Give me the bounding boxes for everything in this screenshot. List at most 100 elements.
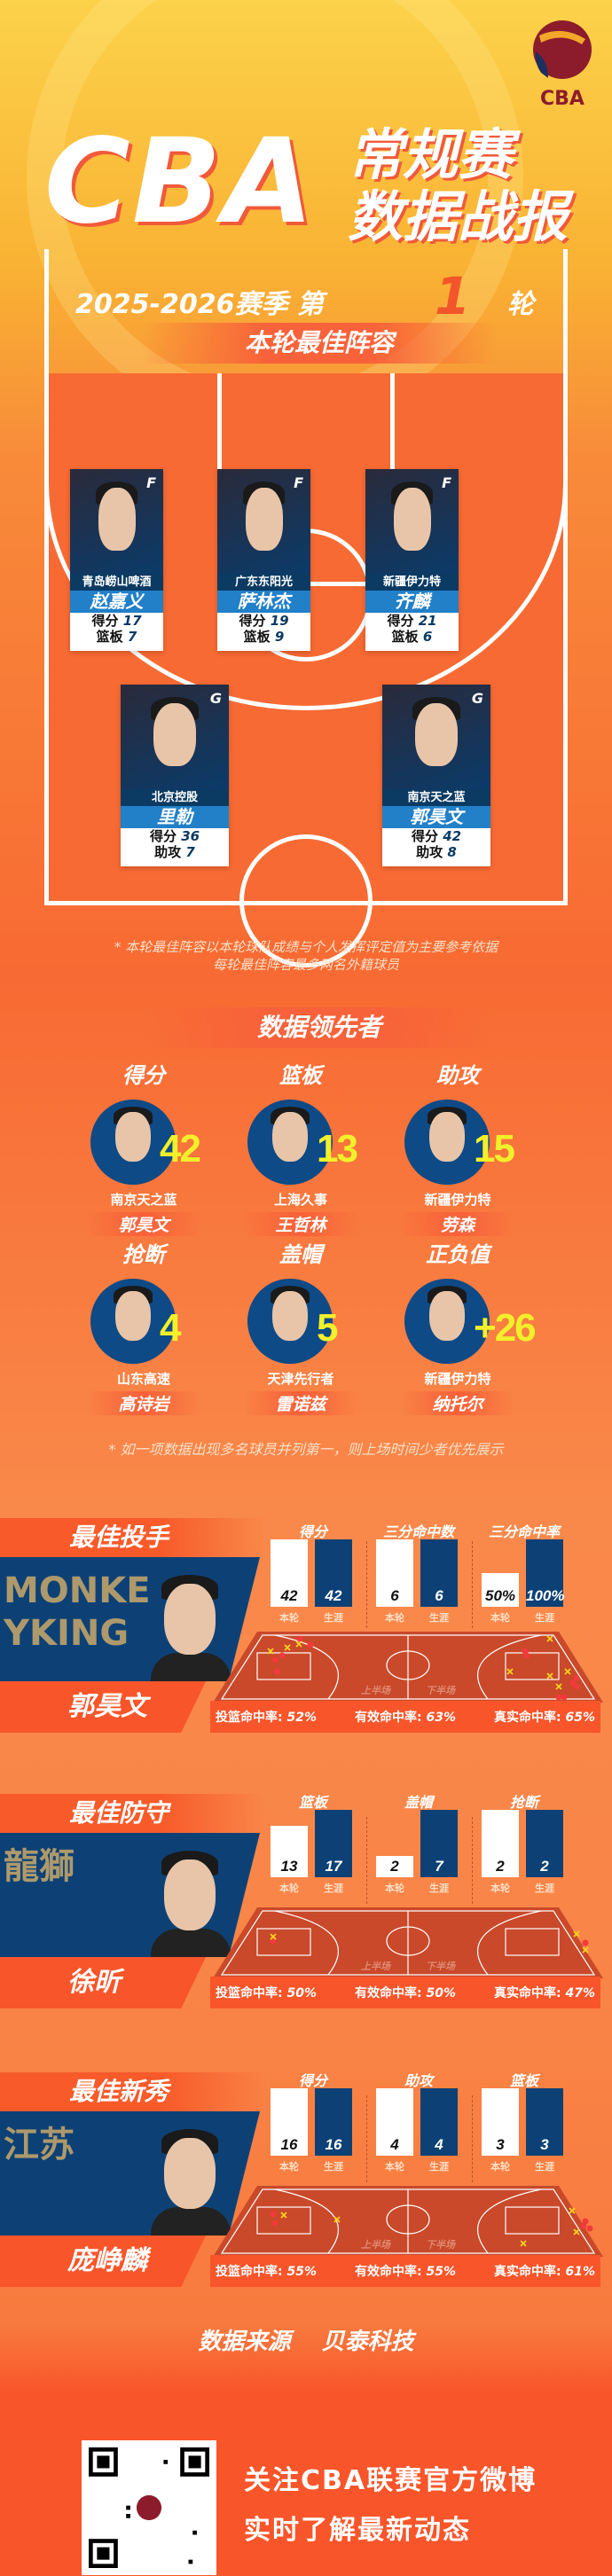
award-player-name: 庞峥麟 bbox=[0, 2235, 206, 2287]
player-face bbox=[393, 488, 431, 552]
stat-divider bbox=[472, 2095, 473, 2182]
player-body bbox=[151, 1929, 231, 1957]
shot-chart: 上半场 下半场 bbox=[213, 2186, 603, 2257]
award-title: 最佳防守 bbox=[0, 1794, 266, 1833]
court-three-left bbox=[274, 1634, 339, 1700]
stat-value: 19 bbox=[270, 613, 289, 629]
stat-ts-value: 61% bbox=[565, 2265, 595, 2279]
data-source: 数据来源 贝泰科技 bbox=[0, 2323, 612, 2356]
player-name: 里勒 bbox=[121, 806, 229, 828]
leader-category: 篮板 bbox=[279, 1063, 322, 1088]
leader-item: 盖帽 5 天津先行者 雷诺兹 bbox=[212, 1237, 389, 1415]
shot-made-marker bbox=[573, 1683, 580, 1690]
lineup-player-card[interactable]: G 北京控股 里勒 得分 36 助攻 7 bbox=[121, 685, 229, 866]
stat-label: 得分 bbox=[91, 613, 119, 629]
shot-missed-marker bbox=[564, 1668, 571, 1675]
award-player-name: 徐昕 bbox=[0, 1957, 206, 2008]
court-lane-right bbox=[505, 2206, 560, 2235]
stat-label: 得分 bbox=[239, 613, 266, 629]
lineup-note-line1: * 本轮最佳阵容以本轮球队成绩与个人发挥评定值为主要参考依据 bbox=[114, 939, 498, 955]
player-photo: G bbox=[382, 685, 490, 789]
shot-made-marker bbox=[279, 1652, 286, 1659]
court-boundary bbox=[220, 1634, 596, 1700]
player-stat: 得分 42 bbox=[382, 829, 490, 844]
leader-item: 正负值 +26 新疆伊力特 纳托尔 bbox=[369, 1237, 546, 1415]
stat-group-label: 篮板 bbox=[298, 1794, 327, 1811]
shot-made-marker bbox=[273, 1668, 280, 1675]
bar-round: 16 bbox=[271, 2088, 308, 2156]
avatar-face bbox=[115, 1112, 151, 1162]
bar-round: 42 bbox=[271, 1539, 308, 1607]
bar-label-career: 生涯 bbox=[429, 2161, 449, 2173]
avatar-face bbox=[272, 1112, 308, 1162]
weibo-qr-code[interactable] bbox=[82, 2440, 216, 2575]
leader-value: 42 bbox=[160, 1127, 201, 1171]
player-team: 青岛崂山啤酒 bbox=[70, 574, 163, 591]
leader-item: 得分 42 南京天之蓝 郭昊文 bbox=[55, 1058, 232, 1236]
player-stat: 篮板 7 bbox=[70, 630, 163, 645]
player-body bbox=[151, 2207, 231, 2235]
stat-ts-label: 真实命中率: bbox=[494, 2265, 561, 2279]
court-label-second_half: 下半场 bbox=[426, 2239, 457, 2251]
player-team: 北京控股 bbox=[121, 789, 229, 806]
stat-label: 得分 bbox=[149, 828, 177, 844]
stat-group: 盖帽 2 本轮 7 生涯 bbox=[376, 1789, 461, 1900]
stat-value: 7 bbox=[185, 844, 195, 860]
stat-ts: 真实命中率: 61% bbox=[494, 2262, 595, 2280]
shot-missed-marker bbox=[284, 1644, 291, 1651]
bar-label-round: 本轮 bbox=[279, 1883, 299, 1894]
bar-career: 2 bbox=[526, 1810, 563, 1877]
stat-ts: 真实命中率: 47% bbox=[494, 1984, 595, 2001]
svg-text:CBA: CBA bbox=[540, 88, 585, 110]
lineup-player-card[interactable]: G 南京天之蓝 郭昊文 得分 42 助攻 8 bbox=[382, 685, 490, 866]
court-label-second_half: 下半场 bbox=[426, 1685, 457, 1696]
bar-label-round: 本轮 bbox=[490, 1612, 510, 1624]
avatar-face bbox=[115, 1291, 151, 1341]
bar-career: 42 bbox=[315, 1539, 352, 1607]
stat-group-label: 三分命中数 bbox=[382, 1523, 454, 1540]
shooting-stats: 投篮命中率: 52% 有效命中率: 63% 真实命中率: 65% bbox=[210, 1701, 600, 1733]
shot-missed-marker bbox=[520, 2240, 527, 2247]
leaders-note: * 如一项数据出现多名球员并列第一，则上场时间少者优先展示 bbox=[108, 1441, 504, 1458]
stat-fg-label: 投篮命中率: bbox=[216, 2265, 283, 2279]
stat-value: 42 bbox=[443, 828, 462, 844]
stat-group-label: 得分 bbox=[298, 1523, 327, 1540]
bar-value-round: 2 bbox=[390, 1858, 399, 1875]
stat-efg-value: 55% bbox=[426, 2265, 456, 2279]
bar-label-round: 本轮 bbox=[490, 1883, 510, 1894]
bar-value-round: 3 bbox=[496, 2136, 505, 2153]
bar-value-career: 3 bbox=[540, 2136, 549, 2153]
stat-ts-label: 真实命中率: bbox=[494, 1711, 561, 1725]
bar-value-round: 16 bbox=[280, 2136, 298, 2153]
lineup-player-card[interactable]: F 广东东阳光 萨林杰 得分 19 篮板 9 bbox=[217, 469, 310, 651]
stat-divider bbox=[366, 1817, 367, 1904]
player-stat: 得分 36 bbox=[121, 829, 229, 844]
court-three-left bbox=[274, 1910, 339, 1976]
court-three-right bbox=[477, 1910, 542, 1976]
stat-value: 6 bbox=[422, 629, 433, 645]
lineup-player-card[interactable]: F 新疆伊力特 齐麟 得分 21 篮板 6 bbox=[365, 469, 459, 651]
court-lane-left bbox=[256, 1652, 311, 1680]
shot-missed-marker bbox=[280, 2212, 287, 2219]
stat-efg: 有效命中率: 50% bbox=[355, 1984, 456, 2001]
court-lane-left bbox=[256, 2206, 311, 2235]
bar-career: 16 bbox=[315, 2088, 352, 2156]
lineup-player-card[interactable]: F 青岛崂山啤酒 赵嘉义 得分 17 篮板 7 bbox=[70, 469, 163, 651]
stat-group-label: 助攻 bbox=[404, 2072, 433, 2089]
bar-career: 17 bbox=[315, 1810, 352, 1877]
stat-divider bbox=[366, 1541, 367, 1628]
shot-made-marker bbox=[270, 2211, 277, 2218]
stat-label: 篮板 bbox=[243, 629, 271, 645]
follow-text: 关注CBA联赛官方微博 实时了解最新动态 bbox=[244, 2456, 537, 2556]
leader-item: 篮板 13 上海久事 王哲林 bbox=[212, 1058, 389, 1236]
leader-avatar bbox=[404, 1279, 490, 1364]
shot-made-marker bbox=[296, 1635, 303, 1642]
bar-label-round: 本轮 bbox=[385, 2161, 404, 2173]
shooting-stats: 投篮命中率: 50% 有效命中率: 50% 真实命中率: 47% bbox=[210, 1977, 600, 2008]
award-player-photo: 龍獅 bbox=[0, 1833, 260, 1957]
bar-label-round: 本轮 bbox=[385, 1612, 404, 1624]
bar-career: 100% bbox=[526, 1539, 564, 1607]
award-section-1: 最佳防守 龍獅 徐昕 篮板 13 本轮 17 生涯 盖帽 2 本轮 7 生涯 抢断 2 本轮 2 生涯 上半场 下半… bbox=[0, 1794, 612, 2008]
data-source-label: 数据来源 bbox=[198, 2329, 291, 2355]
stat-efg: 有效命中率: 63% bbox=[355, 1708, 456, 1726]
